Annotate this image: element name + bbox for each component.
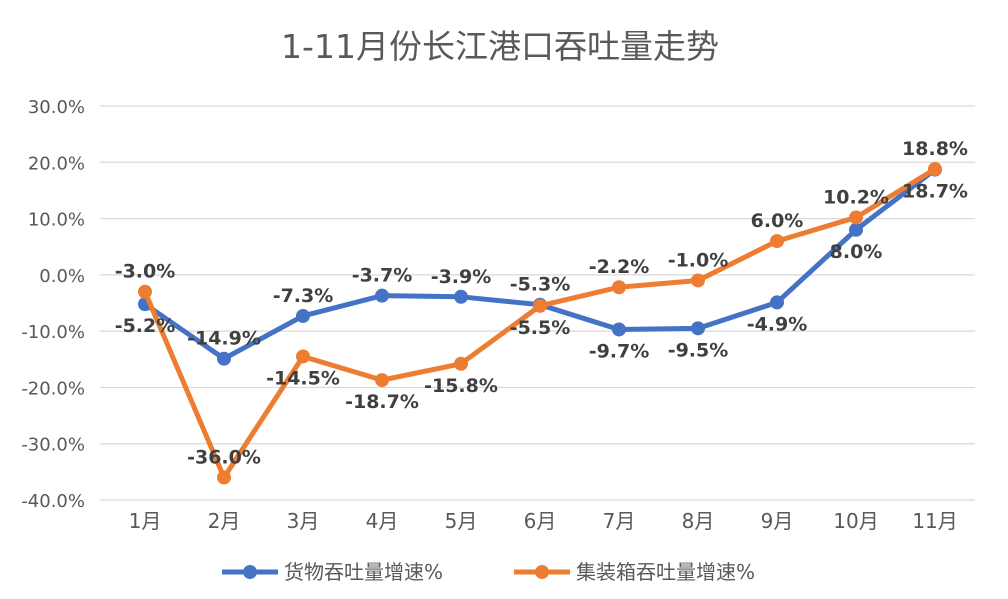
data-point xyxy=(454,356,468,371)
data-label: -15.8% xyxy=(424,375,498,397)
data-label: -9.5% xyxy=(668,339,729,361)
data-point xyxy=(691,321,705,336)
data-point xyxy=(691,273,705,288)
y-tick-label: -30.0% xyxy=(21,435,85,456)
data-point xyxy=(770,295,784,310)
data-point xyxy=(849,210,863,225)
x-tick-label: 8月 xyxy=(682,509,715,533)
data-label: -2.2% xyxy=(589,256,650,278)
data-point xyxy=(138,284,152,299)
y-tick-label: -20.0% xyxy=(21,378,85,399)
y-tick-label: 20.0% xyxy=(28,153,85,174)
data-label: -4.9% xyxy=(747,313,808,335)
data-label: 6.0% xyxy=(751,210,804,232)
legend-label: 集装箱吞吐量增速% xyxy=(576,560,755,584)
x-tick-label: 4月 xyxy=(366,509,399,533)
data-label: -18.7% xyxy=(345,391,419,413)
data-point xyxy=(612,322,626,337)
x-tick-label: 1月 xyxy=(129,509,162,533)
data-label: 10.2% xyxy=(823,186,889,208)
data-point xyxy=(296,308,310,323)
legend-label: 货物吞吐量增速% xyxy=(284,560,443,584)
data-point xyxy=(849,222,863,237)
x-tick-label: 7月 xyxy=(603,509,636,533)
y-tick-label: 10.0% xyxy=(28,210,85,231)
data-label: -5.5% xyxy=(510,317,571,339)
x-tick-label: 11月 xyxy=(912,509,957,533)
data-label: -14.5% xyxy=(266,367,340,389)
legend-marker xyxy=(535,565,549,579)
data-label: -5.2% xyxy=(115,315,176,337)
y-tick-label: -40.0% xyxy=(21,491,85,512)
data-point xyxy=(454,289,468,304)
data-point xyxy=(217,470,231,485)
data-label: 8.0% xyxy=(830,241,883,263)
x-tick-label: 6月 xyxy=(524,509,557,533)
data-label: -9.7% xyxy=(589,340,650,362)
x-tick-label: 10月 xyxy=(833,509,878,533)
data-point xyxy=(296,349,310,364)
chart-title: 1-11月份长江港口吞吐量走势 xyxy=(281,27,719,66)
data-label: -14.9% xyxy=(187,328,261,350)
data-label: -1.0% xyxy=(668,249,729,271)
data-point xyxy=(612,280,626,295)
data-label: -36.0% xyxy=(187,446,261,468)
data-label: -3.0% xyxy=(115,261,176,283)
data-point xyxy=(533,298,547,313)
legend-marker xyxy=(243,565,257,579)
data-label: -3.9% xyxy=(431,266,492,288)
y-tick-label: 0.0% xyxy=(39,266,85,287)
data-point xyxy=(217,351,231,366)
data-point xyxy=(375,288,389,303)
x-tick-label: 5月 xyxy=(445,509,478,533)
data-label: 18.7% xyxy=(902,181,968,203)
data-label: -5.3% xyxy=(510,274,571,296)
data-point xyxy=(375,373,389,388)
x-tick-label: 2月 xyxy=(208,509,241,533)
x-tick-label: 3月 xyxy=(287,509,320,533)
data-label: -7.3% xyxy=(273,285,334,307)
data-label: 18.8% xyxy=(902,138,968,160)
data-point xyxy=(770,234,784,249)
y-tick-label: 30.0% xyxy=(28,97,85,118)
y-tick-label: -10.0% xyxy=(21,322,85,343)
x-tick-label: 9月 xyxy=(761,509,794,533)
data-point xyxy=(928,162,942,177)
data-label: -3.7% xyxy=(352,265,413,287)
